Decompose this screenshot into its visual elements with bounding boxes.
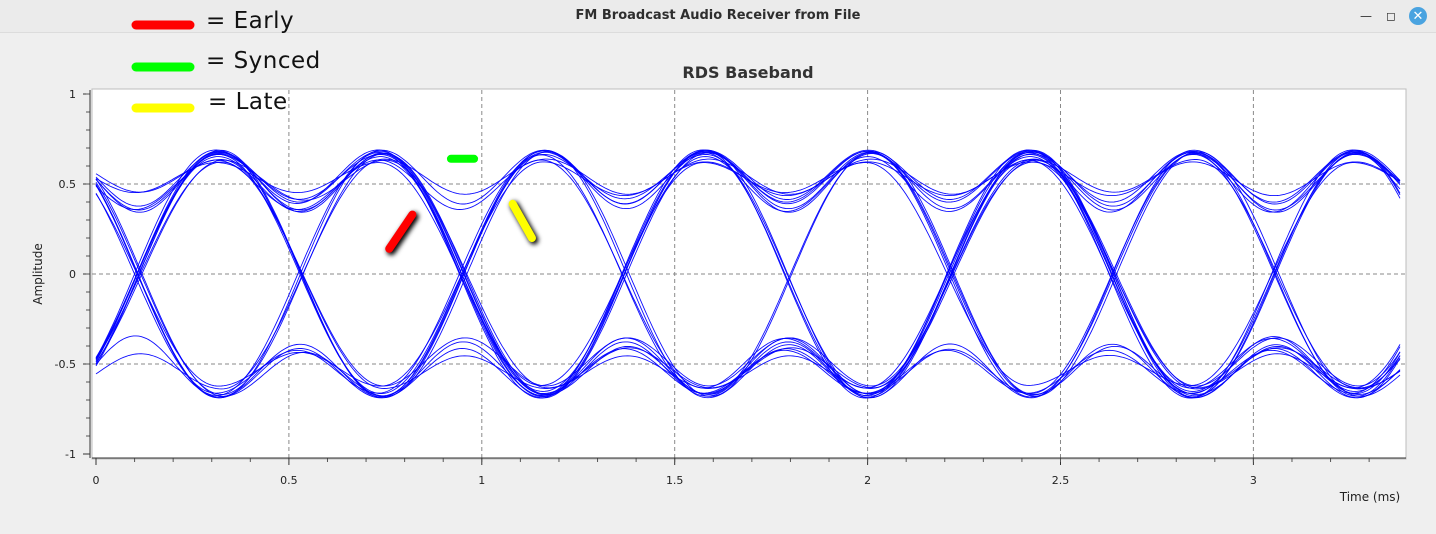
legend-swatches <box>131 20 197 115</box>
grid <box>92 90 1406 458</box>
eye-trace <box>95 152 1401 396</box>
y-tick-label: 0.5 <box>59 178 77 191</box>
eye-trace <box>95 149 1401 399</box>
x-axis-title: Time (ms) <box>1339 490 1401 504</box>
title-bar: FM Broadcast Audio Receiver from File — … <box>0 0 1436 33</box>
x-tick-label: 2.5 <box>1052 474 1070 487</box>
eye-trace <box>95 159 1401 389</box>
eye-trace <box>95 156 1401 392</box>
eye-trace <box>95 159 1401 389</box>
eye-trace <box>95 158 1401 390</box>
y-tick-label: -0.5 <box>55 358 76 371</box>
x-tick-label: 1 <box>478 474 485 487</box>
eye-trace <box>95 161 1401 387</box>
marker-late <box>508 199 536 242</box>
y-tick-label: 1 <box>69 88 76 101</box>
sync-markers <box>385 154 539 256</box>
y-tick-label: 0 <box>69 268 76 281</box>
close-icon[interactable]: ✕ <box>1409 7 1427 25</box>
y-axis-title: Amplitude <box>31 243 45 305</box>
axes: 0 0.5 1 1.5 2 2.5 3 1 0.5 0 -0.5 -1 <box>55 88 1406 487</box>
x-tick-label: 0 <box>93 474 100 487</box>
x-tick-label: 0.5 <box>280 474 298 487</box>
plot-title: RDS Baseband <box>682 63 813 82</box>
x-tick-label: 2 <box>864 474 871 487</box>
x-tick-label: 3 <box>1250 474 1257 487</box>
eye-trace <box>95 159 1401 389</box>
eye-trace <box>95 150 1401 398</box>
window-title: FM Broadcast Audio Receiver from File <box>575 8 861 23</box>
legend-early-label: = Early <box>206 8 295 34</box>
x-tick-label: 1.5 <box>666 474 684 487</box>
eye-traces <box>95 149 1401 399</box>
minimize-icon[interactable]: — <box>1360 9 1372 23</box>
eye-trace <box>95 161 1401 387</box>
eye-trace <box>95 153 1401 395</box>
y-tick-label: -1 <box>65 448 76 461</box>
legend-synced-label: = Synced <box>206 48 321 74</box>
eye-trace <box>95 152 1401 396</box>
marker-early <box>385 210 417 253</box>
maximize-icon[interactable]: ◻ <box>1386 9 1396 23</box>
legend-late-label: = Late <box>208 89 288 115</box>
